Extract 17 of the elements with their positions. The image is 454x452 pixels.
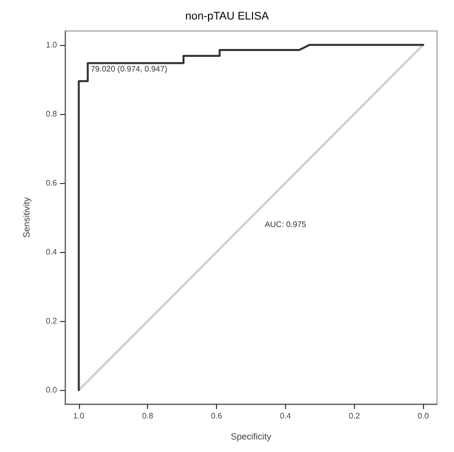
x-tick-label: 1.0 [73,412,85,420]
x-tick-label: 0.2 [348,412,360,420]
y-tick-label: 0.0 [46,386,58,395]
y-axis-title: Sensitivity [22,196,32,238]
y-tick-label: 0.8 [46,109,58,118]
y-tick-label: 1.0 [46,40,58,50]
y-tick-label: 0.6 [46,178,58,188]
y-tick-label: 0.4 [46,248,58,257]
x-tick-label: 0.6 [210,412,223,420]
x-tick-label: 0.0 [418,412,430,420]
x-tick-label: 0.4 [280,412,292,420]
x-axis-title: Specificity [230,432,272,442]
x-tick-label: 0.8 [142,412,154,420]
chart-title: non-pTAU ELISA [185,10,270,22]
y-tick-label: 0.2 [46,316,58,326]
annotation: 79.020 (0.974, 0.947) [90,64,168,74]
annotation: AUC: 0.975 [264,220,307,229]
